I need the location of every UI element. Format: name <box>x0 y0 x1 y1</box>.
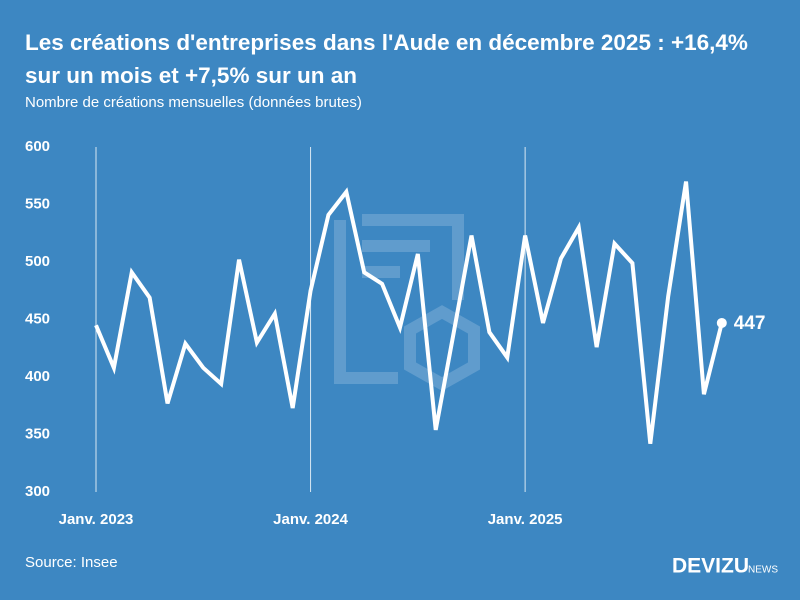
x-tick-label: Janv. 2023 <box>59 511 134 528</box>
last-point <box>716 317 727 328</box>
source: Source: Insee <box>25 554 118 571</box>
y-tick-label: 450 <box>25 310 50 327</box>
y-tick-label: 300 <box>25 483 50 500</box>
chart-subtitle: Nombre de créations mensuelles (données … <box>25 94 362 111</box>
y-tick-label: 600 <box>25 138 50 155</box>
x-tick-label: Janv. 2025 <box>488 511 563 528</box>
watermark <box>334 214 480 391</box>
y-tick-label: 350 <box>25 425 50 442</box>
y-tick-label: 500 <box>25 253 50 270</box>
x-tick-label: Janv. 2024 <box>273 511 348 528</box>
y-tick-label: 550 <box>25 195 50 212</box>
logo: DEVIZU <box>672 555 749 578</box>
last-value-label: 447 <box>734 313 766 334</box>
y-tick-label: 400 <box>25 368 50 385</box>
logo-suffix: NEWS <box>748 565 778 576</box>
line <box>94 181 724 444</box>
chart-title: Les créations d'entreprises dans l'Aude … <box>25 30 748 88</box>
